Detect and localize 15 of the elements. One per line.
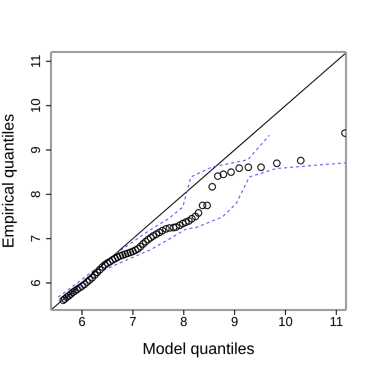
x-tick-label: 8 [180, 314, 188, 330]
y-tick-label: 9 [28, 146, 43, 154]
x-tick-label: 9 [230, 314, 238, 330]
x-tick-label: 6 [78, 314, 86, 330]
line-series [59, 162, 346, 303]
x-tick-label: 11 [330, 314, 344, 330]
y-tick-label: 7 [28, 235, 43, 242]
y-axis-title: Empirical quantiles [0, 114, 18, 248]
y-tick-label: 10 [28, 98, 43, 113]
x-tick-label: 10 [278, 314, 293, 330]
x-tick-label: 7 [129, 314, 137, 330]
y-tick-label: 6 [28, 279, 43, 287]
y-tick-label: 11 [28, 54, 43, 68]
y-tick-label: 8 [28, 190, 43, 198]
x-axis-title: Model quantiles [142, 341, 255, 358]
